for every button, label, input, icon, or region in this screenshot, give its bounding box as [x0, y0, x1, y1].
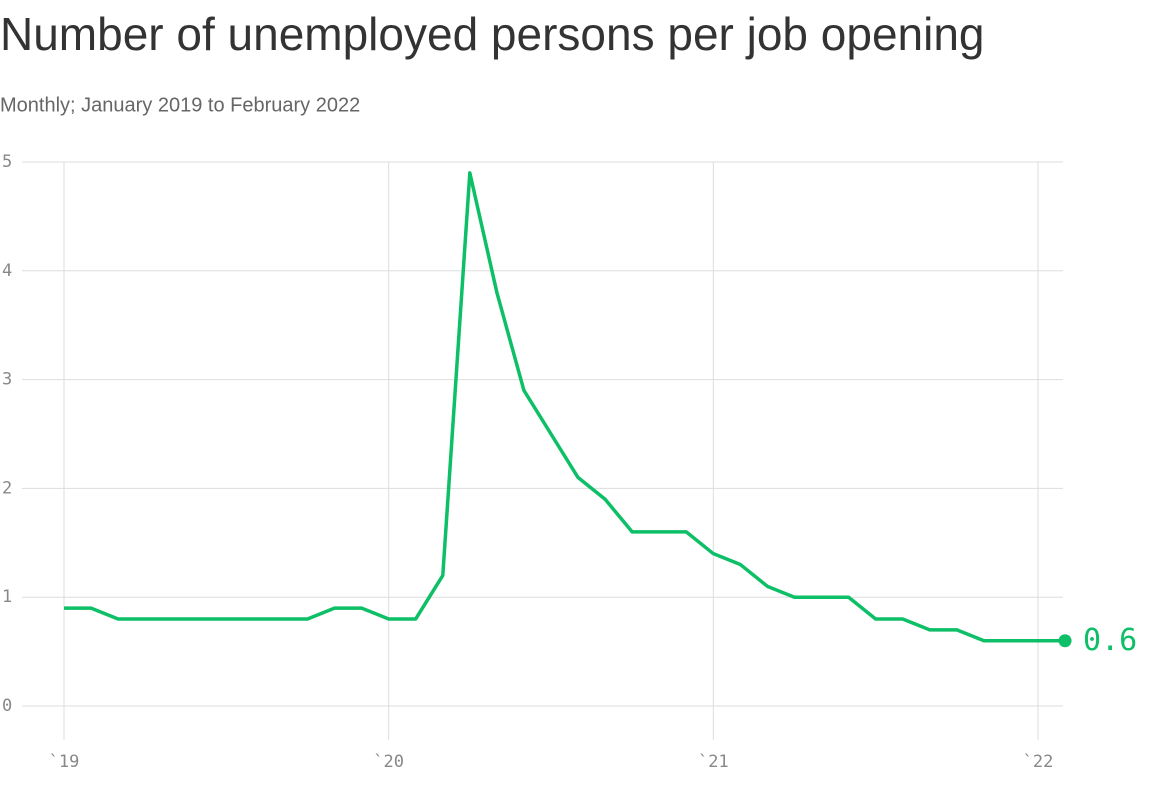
y-tick-label: 2 [2, 478, 12, 498]
x-tick-label: `21 [698, 752, 729, 772]
end-value-label: 0.6 [1083, 623, 1137, 658]
x-tick-label: `22 [1023, 752, 1054, 772]
x-tick-label: `20 [373, 752, 404, 772]
x-tick-label: `19 [49, 752, 80, 772]
y-tick-label: 1 [2, 587, 12, 607]
y-tick-label: 5 [2, 152, 12, 172]
chart-title: Number of unemployed persons per job ope… [0, 8, 985, 60]
chart-subtitle: Monthly; January 2019 to February 2022 [0, 94, 360, 116]
y-tick-label: 3 [2, 370, 12, 390]
y-tick-label: 0 [2, 696, 12, 716]
data-line [64, 171, 1066, 643]
end-point [1058, 634, 1072, 648]
y-tick-label: 4 [2, 261, 12, 281]
